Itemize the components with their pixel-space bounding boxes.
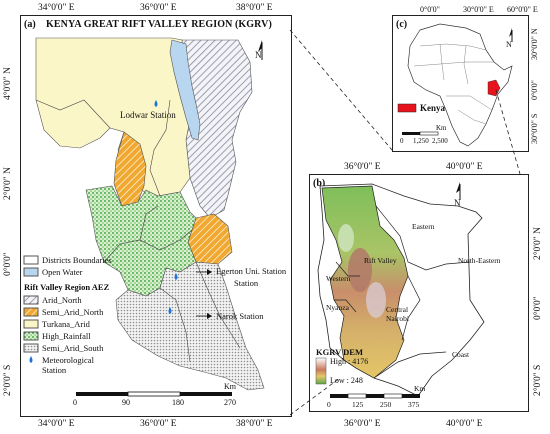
panel-c-kenya-legend: Kenya (420, 103, 446, 113)
narok-station-label: Narok Station (216, 311, 264, 321)
dem-legend-gradient (315, 357, 327, 385)
panel-b-top-tick-1: 36°0'0" E (344, 162, 381, 172)
panel-a-top-tick-2: 36°0'0" E (140, 3, 177, 13)
panel-c-top-tick-3: 60°0'0" E (507, 5, 538, 14)
panel-b-scale-unit: Km (414, 384, 426, 393)
panel-a-legend-swatches (23, 255, 39, 363)
panel-b-scale-250: 250 (380, 400, 392, 409)
panel-b-north-arrow (456, 182, 461, 200)
region-north-eastern: North-Eastern (458, 256, 501, 265)
kenya-highlight (487, 79, 501, 97)
panel-c-scale-0: 0 (400, 137, 404, 145)
panel-b-top-tick-2: 40°0'0" E (446, 162, 483, 172)
panel-c-north-arrow (509, 28, 513, 42)
panel-a-bottom-tick-2: 36°0'0" E (140, 419, 177, 429)
dem-highland-2 (366, 282, 386, 318)
panel-a-scale-270: 270 (224, 398, 236, 407)
panel-b-scale-bar (330, 393, 420, 399)
panel-a-scale-bar (76, 391, 232, 397)
panel-a-north-label: N (255, 50, 262, 60)
region-rift-valley: Rift Valley (364, 256, 397, 265)
panel-a-scale-180: 180 (172, 398, 184, 407)
panel-b-scale-125: 125 (352, 400, 364, 409)
region-western: Western (326, 274, 351, 283)
region-nyanza: Nyanza (326, 303, 349, 312)
panel-a-label: (a) (24, 19, 36, 30)
legend-districts: Districts Boundaries (42, 255, 112, 265)
panel-a-scale-90: 90 (122, 398, 130, 407)
lake-turkana (169, 39, 201, 141)
panel-b-scale-0: 0 (327, 400, 331, 409)
egerton-station-marker (174, 273, 178, 280)
lodwar-station-marker (154, 100, 158, 107)
legend-water: Open Water (42, 267, 83, 277)
panel-c-scale-2500: 2,500 (432, 137, 448, 145)
dem-high-label: High : 4176 (330, 357, 369, 366)
panel-a-bottom-tick-1: 34°0'0" E (38, 419, 75, 429)
panel-a-bottom-tick-3: 38°0'0" E (236, 419, 273, 429)
panel-c-top-tick-1: 0°0'0" (420, 5, 440, 14)
panel-c-north-label: N (506, 40, 512, 49)
district-boundaries (35, 99, 241, 363)
panel-c-label: (c) (396, 19, 408, 30)
panel-a-title: KENYA GREAT RIFT VALLEY REGION (KGRV) (46, 19, 272, 30)
legend-semi-arid-south: Semi_Arid_South (42, 343, 104, 353)
legend-met-station: Meteorological Station (42, 355, 94, 375)
panel-a-top-tick-3: 38°0'0" E (236, 3, 273, 13)
panel-a-scale-unit: Km (224, 382, 236, 391)
egerton-station-label: Egerton Uni. Station (216, 266, 287, 276)
legend-semi-arid-north: Semi_Arid_North (42, 307, 104, 317)
region-central: Central (386, 305, 409, 314)
legend-aez-title: Rift Valley Region AEZ (24, 282, 110, 292)
panel-b-bottom-tick-1: 36°0'0" E (344, 419, 381, 429)
dem-title: KGRV DEM (316, 347, 364, 357)
panel-a-scale-0: 0 (73, 398, 77, 407)
dem-highland-1 (348, 248, 372, 292)
dem-low-label: Low : 248 (330, 376, 363, 385)
africa-borders (413, 43, 494, 125)
panel-a-north-arrow (258, 40, 263, 60)
panel-a-top-tick-1: 34°0'0" E (38, 3, 75, 13)
legend-arid-north: Arid_North (42, 295, 82, 305)
panel-b-bottom-tick-2: 40°0'0" E (446, 419, 483, 429)
panel-c-scale-bar (402, 131, 439, 136)
aez-semi-arid-south-region (115, 261, 265, 391)
region-coast: Coast (452, 350, 470, 359)
region-eastern: Eastern (412, 222, 435, 231)
egerton-station-label-2: Station (234, 278, 259, 288)
panel-c-top-tick-2: 30°0'0" E (463, 5, 494, 14)
legend-turkana: Turkana_Arid (42, 319, 90, 329)
dem-highland-3 (338, 224, 354, 252)
region-nairobi: Nairobi (386, 314, 409, 323)
panel-b-label: (b) (313, 178, 326, 189)
lodwar-station-label: Lodwar Station (120, 110, 176, 120)
narok-station-marker (168, 307, 172, 314)
legend-high-rainfall: High_Rainfall (42, 331, 91, 341)
kenya-legend-swatch (397, 103, 417, 113)
panel-b-scale-375: 375 (408, 400, 420, 409)
province-boundaries (334, 205, 471, 379)
panel-c-scale-1250: 1,250 (413, 137, 429, 145)
panel-c-scale-unit: Km (436, 124, 447, 132)
panel-b-north-label: N (454, 198, 461, 208)
